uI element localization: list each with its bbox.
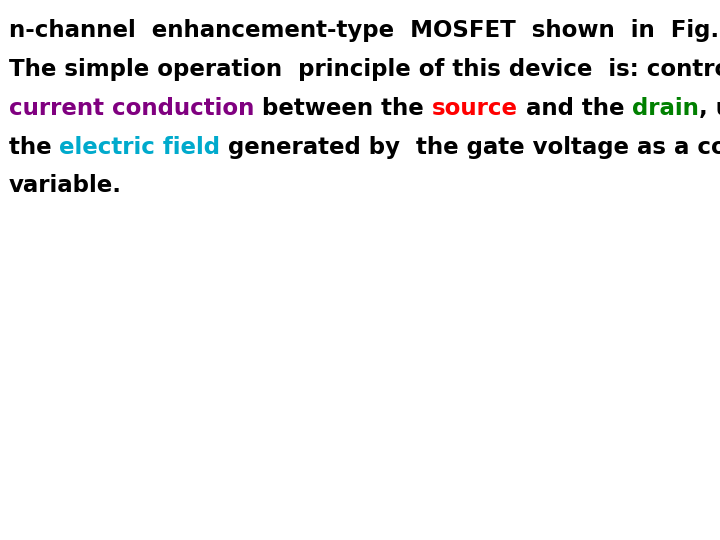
Text: between the: between the [254, 97, 432, 120]
Text: The simple operation  principle of this device  is: control the: The simple operation principle of this d… [9, 58, 720, 81]
Text: , using: , using [699, 97, 720, 120]
Text: and the: and the [518, 97, 632, 120]
Text: current conduction: current conduction [9, 97, 254, 120]
Text: electric field: electric field [59, 136, 220, 159]
Text: n-channel  enhancement-type  MOSFET  shown  in  Fig.  3.8.: n-channel enhancement-type MOSFET shown … [9, 19, 720, 42]
Text: drain: drain [632, 97, 699, 120]
Text: generated by  the gate voltage as a control: generated by the gate voltage as a contr… [220, 136, 720, 159]
Text: the: the [9, 136, 59, 159]
Text: source: source [432, 97, 518, 120]
Text: variable.: variable. [9, 174, 122, 198]
